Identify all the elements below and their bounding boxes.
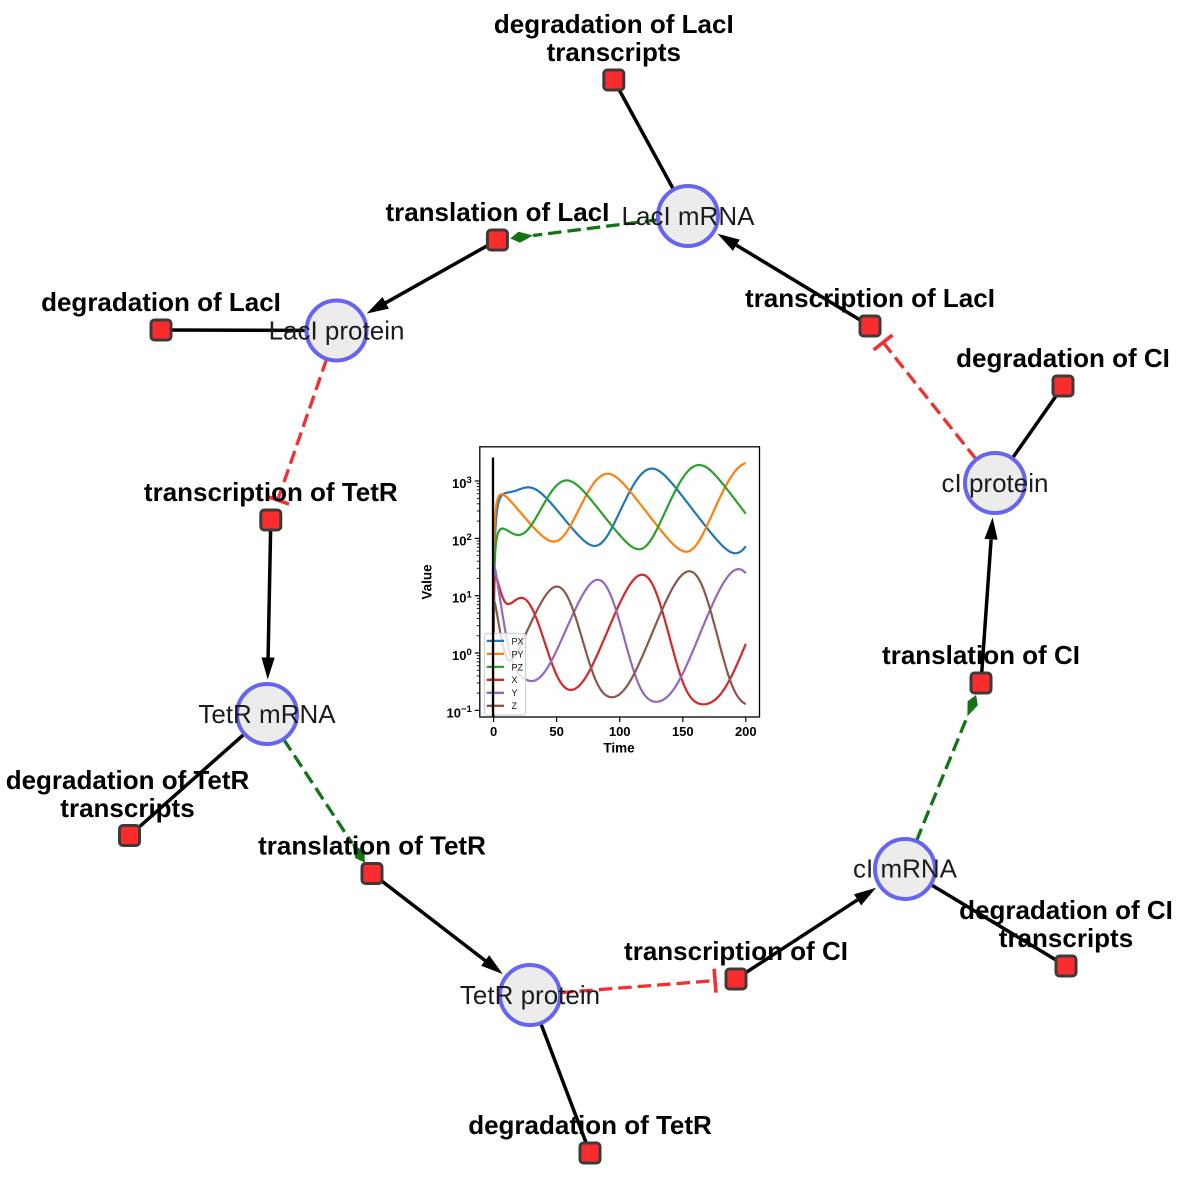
svg-text:degradation of LacI: degradation of LacI: [494, 9, 734, 39]
svg-text:0: 0: [490, 724, 497, 739]
svg-text:LacI protein: LacI protein: [269, 316, 405, 346]
svg-text:transcripts: transcripts: [547, 37, 681, 67]
svg-text:translation of LacI: translation of LacI: [385, 197, 609, 227]
svg-text:transcription of CI: transcription of CI: [624, 936, 848, 966]
svg-text:X: X: [512, 675, 518, 685]
svg-text:transcription of LacI: transcription of LacI: [745, 283, 995, 313]
svg-text:Value: Value: [420, 564, 435, 600]
svg-text:Y: Y: [512, 688, 518, 698]
svg-text:50: 50: [549, 724, 563, 739]
svg-text:translation of CI: translation of CI: [882, 640, 1080, 670]
svg-text:degradation of CI: degradation of CI: [956, 343, 1170, 373]
svg-text:100: 100: [609, 724, 631, 739]
svg-text:degradation of LacI: degradation of LacI: [41, 287, 281, 317]
svg-text:transcripts: transcripts: [60, 793, 194, 823]
svg-text:Time: Time: [603, 741, 635, 756]
svg-text:TetR mRNA: TetR mRNA: [198, 699, 336, 729]
svg-text:cI protein: cI protein: [942, 468, 1049, 498]
svg-text:PY: PY: [512, 649, 524, 659]
svg-text:translation of TetR: translation of TetR: [258, 831, 486, 861]
svg-text:TetR protein: TetR protein: [460, 980, 600, 1010]
svg-text:transcripts: transcripts: [999, 923, 1133, 953]
svg-text:PX: PX: [512, 636, 524, 646]
svg-text:PZ: PZ: [512, 662, 524, 672]
svg-text:transcription of TetR: transcription of TetR: [144, 477, 398, 507]
svg-text:degradation of TetR: degradation of TetR: [468, 1110, 712, 1140]
svg-text:150: 150: [672, 724, 694, 739]
svg-text:degradation of TetR: degradation of TetR: [6, 765, 250, 795]
svg-text:200: 200: [735, 724, 757, 739]
svg-text:cI mRNA: cI mRNA: [853, 854, 958, 884]
svg-text:LacI mRNA: LacI mRNA: [622, 201, 756, 231]
svg-text:degradation of CI: degradation of CI: [959, 895, 1173, 925]
svg-text:Z: Z: [512, 701, 518, 711]
